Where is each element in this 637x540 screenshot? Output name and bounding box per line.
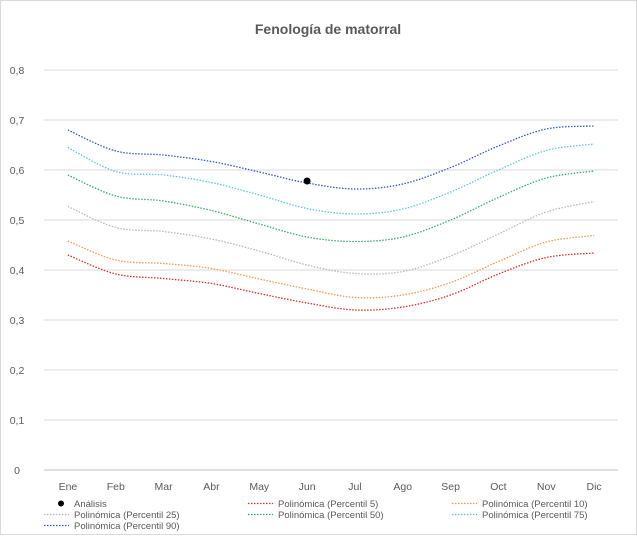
legend-label: Polinómica (Percentil 75)	[482, 510, 588, 521]
legend-label: Polinómica (Percentil 10)	[482, 499, 588, 510]
legend-label: Polinómica (Percentil 50)	[278, 510, 384, 521]
series-line	[67, 200, 595, 275]
x-tick-label: May	[249, 481, 270, 493]
x-tick-label: Mar	[155, 481, 174, 493]
series-line	[67, 170, 595, 243]
legend-marker	[58, 500, 64, 507]
x-tick-label: Dic	[586, 481, 601, 493]
x-tick-label: Jul	[348, 481, 361, 493]
legend-label: Análisis	[74, 499, 107, 510]
x-tick-label: Ene	[59, 481, 78, 493]
y-tick-label: 0,7	[10, 115, 25, 127]
legend-label: Polinómica (Percentil 90)	[74, 521, 180, 532]
x-tick-label: Feb	[107, 481, 125, 493]
x-tick-label: Ago	[393, 481, 412, 493]
y-tick-label: 0,8	[10, 65, 25, 77]
y-axis-ticks: 0 0,1 0,2 0,3 0,4 0,5 0,6 0,7 0,8	[10, 65, 25, 477]
x-tick-label: Jun	[299, 481, 316, 493]
series-line	[67, 143, 595, 215]
legend-label: Polinómica (Percentil 5)	[278, 499, 378, 510]
y-tick-label: 0,4	[10, 265, 25, 277]
y-tick-label: 0	[14, 465, 20, 477]
chart-title: Fenología de matorral	[255, 21, 401, 37]
x-tick-label: Nov	[537, 481, 556, 493]
series-line	[67, 125, 595, 190]
legend: Análisis Polinómica (Percentil 5) Polinómi…	[44, 499, 588, 532]
x-tick-label: Abr	[203, 481, 220, 493]
grid-lines	[44, 69, 618, 471]
analysis-point	[303, 177, 311, 185]
y-tick-label: 0,1	[10, 415, 25, 427]
x-tick-label: Sep	[441, 481, 460, 493]
x-tick-label: Oct	[490, 481, 506, 493]
series-line	[67, 252, 595, 311]
y-tick-label: 0,5	[10, 215, 25, 227]
series-lines	[67, 125, 595, 311]
y-tick-label: 0,3	[10, 315, 25, 327]
analysis-points	[303, 177, 311, 185]
y-tick-label: 0,6	[10, 165, 25, 177]
y-tick-label: 0,2	[10, 365, 25, 377]
series-line	[67, 234, 595, 299]
legend-label: Polinómica (Percentil 25)	[74, 510, 180, 521]
x-axis-ticks: Ene Feb Mar Abr May Jun Jul Ago Sep Oct Nov Dic	[59, 481, 602, 493]
